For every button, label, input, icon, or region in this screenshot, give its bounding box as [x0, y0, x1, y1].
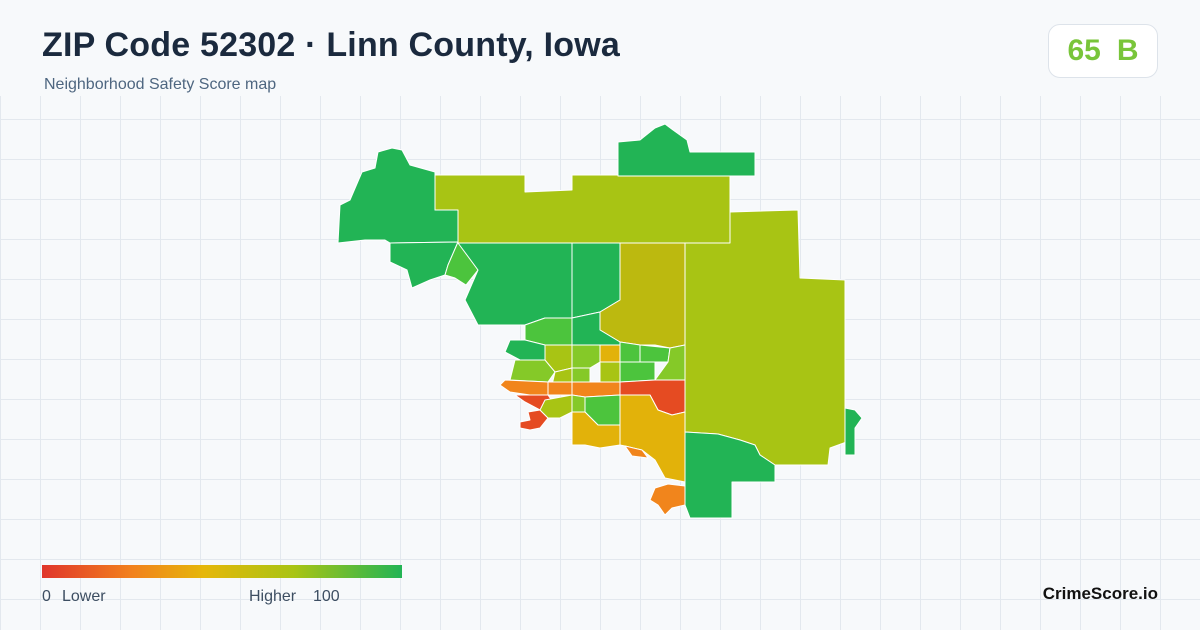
map-area-southwest-1[interactable] [499, 379, 549, 396]
map-area-south-orange-small[interactable] [624, 445, 649, 459]
score-value: 65 [1067, 34, 1101, 67]
page-title: ZIP Code 52302 · Linn County, Iowa [42, 26, 620, 64]
map-area-center-7[interactable] [619, 341, 641, 363]
map-area-east-edge[interactable] [844, 407, 863, 456]
legend-min-label: 0 [42, 588, 51, 605]
map-area-north-central-west[interactable] [457, 242, 573, 326]
map-area-south-2[interactable] [571, 381, 621, 398]
map-area-south-orange[interactable] [649, 483, 686, 516]
map-area-south-6[interactable] [619, 394, 686, 483]
legend-max-label: 100 [313, 588, 340, 605]
map-area-north-tip[interactable] [617, 123, 756, 177]
map-area-center-10[interactable] [571, 344, 601, 369]
legend-low-label: Lower [62, 588, 106, 605]
map-area-center-11[interactable] [599, 361, 621, 383]
legend-high-label: Higher [249, 588, 297, 605]
map-area-southeast[interactable] [684, 431, 776, 519]
header [0, 0, 1200, 96]
map-area-center-12[interactable] [619, 361, 656, 383]
map-area-southwest-4[interactable] [547, 381, 573, 396]
map-area-northwest[interactable] [337, 147, 459, 244]
map-area-center-8[interactable] [639, 344, 671, 363]
brand-logo-text[interactable]: CrimeScore.io [1042, 584, 1158, 603]
page-subtitle: Neighborhood Safety Score map [44, 76, 277, 93]
safety-score-badge: 65 B [1048, 24, 1158, 78]
map-area-center-5[interactable] [509, 359, 556, 383]
score-grade: B [1116, 34, 1139, 67]
map-area-center-6[interactable] [599, 344, 621, 363]
legend-gradient-bar [42, 565, 402, 578]
map-area-south-3[interactable] [571, 394, 586, 413]
map-area-east[interactable] [684, 209, 853, 466]
map-area-north-band[interactable] [434, 174, 731, 244]
map-area-center-1[interactable] [524, 317, 573, 346]
map-area-center-3[interactable] [504, 339, 546, 361]
map-area-center-13[interactable] [571, 367, 591, 383]
